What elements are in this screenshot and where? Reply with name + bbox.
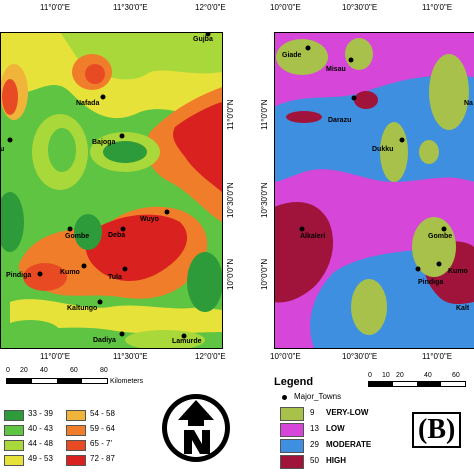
legend-label: 49 - 53 <box>28 454 53 463</box>
legend-label: 40 - 43 <box>28 424 53 433</box>
scale-tick: 80 <box>100 367 108 374</box>
town-label: Deba <box>108 232 126 239</box>
scale-tick: 20 <box>20 367 28 374</box>
right-map-panel: 10°0'0"E 10°30'0"E 11°0'0"E 11°0'0"N 10°… <box>260 0 474 474</box>
scale-tick: 0 <box>6 367 10 374</box>
left-map-panel: 11°0'0"E 11°30'0"E 12°0'0"E <box>0 3 235 466</box>
left-coord-bottom-2: 11°30'0"E <box>113 352 148 361</box>
legend-class: VERY-LOW <box>326 408 369 417</box>
scale-tick: 20 <box>396 372 404 379</box>
left-coord-right-2: 10°30'0"N <box>226 182 235 218</box>
town-label: Dadiya <box>93 337 116 344</box>
scale-tick: 60 <box>452 372 460 379</box>
right-coord-bottom-1: 10°0'0"E <box>270 352 301 361</box>
scale-tick: 60 <box>70 367 78 374</box>
town-label: Giade <box>282 52 302 59</box>
town-label: Misau <box>326 66 346 73</box>
right-coord-top-1: 10°0'0"E <box>270 3 301 12</box>
legend-label: 33 - 39 <box>28 409 53 418</box>
legend-swatch <box>66 440 86 451</box>
town-label: Kumo <box>448 268 468 275</box>
left-coord-top-2: 11°30'0"E <box>113 3 148 12</box>
town-label: Kaltungo <box>67 305 98 312</box>
town-label: Darazu <box>328 117 352 124</box>
town-label: Bajoga <box>92 139 116 146</box>
right-coord-bottom-3: 11°0'0"E <box>422 352 453 361</box>
legend-count: 13 <box>310 424 319 433</box>
right-coord-left-1: 11°0'0"N <box>260 99 269 130</box>
legend-label: 72 - 87 <box>90 454 115 463</box>
legend-swatch <box>4 440 24 451</box>
legend-count: 9 <box>310 408 315 417</box>
legend-class: HIGH <box>326 456 346 465</box>
legend-label: 59 - 64 <box>90 424 115 433</box>
town-label: Lamurde <box>172 338 202 345</box>
legend-class: LOW <box>326 424 345 433</box>
legend-class: MODERATE <box>326 440 372 449</box>
left-coord-top-3: 12°0'0"E <box>195 3 226 12</box>
town-label: Pindiga <box>418 279 444 286</box>
right-coord-bottom-2: 10°30'0"E <box>342 352 378 361</box>
left-map-frame <box>0 32 223 349</box>
right-class-map <box>274 32 474 348</box>
left-scale-bar <box>6 378 108 384</box>
town-label: Wuyo <box>140 216 159 223</box>
legend-label: 44 - 48 <box>28 439 53 448</box>
town-label: Dukku <box>372 146 394 153</box>
scale-tick: 10 <box>382 372 390 379</box>
scale-unit: Kilometers <box>110 378 144 385</box>
town-label: Gujba <box>193 36 213 43</box>
legend-swatch <box>4 425 24 436</box>
legend-swatch <box>4 410 24 421</box>
left-coord-bottom-1: 11°0'0"E <box>40 352 71 361</box>
right-coord-top-3: 11°0'0"E <box>422 3 453 12</box>
panel-tag: (B) <box>412 412 462 448</box>
town-label: Alkaleri <box>300 233 326 240</box>
legend-swatch <box>280 423 304 437</box>
left-coord-bottom-3: 12°0'0"E <box>195 352 226 361</box>
right-map-frame <box>274 32 474 349</box>
legend-swatch <box>66 410 86 421</box>
town-label: Gombe <box>428 233 453 240</box>
left-coord-top-1: 11°0'0"E <box>40 3 71 12</box>
legend-label: 65 - 7' <box>90 439 112 448</box>
left-heat-map <box>0 32 222 348</box>
scale-tick: 0 <box>368 372 372 379</box>
town-label: Na <box>464 100 473 107</box>
legend-swatch <box>66 425 86 436</box>
right-coord-left-2: 10°30'0"N <box>260 182 269 218</box>
major-towns-label: Major_Towns <box>294 392 342 401</box>
left-coord-right-1: 11°0'0"N <box>226 99 235 130</box>
town-label: Kalt <box>456 305 470 312</box>
legend-swatch <box>4 455 24 466</box>
town-label: Nafada <box>76 100 100 107</box>
legend-swatch <box>280 407 304 421</box>
left-coord-right-3: 10°0'0"N <box>226 258 235 290</box>
legend-title: Legend <box>274 376 314 388</box>
town-label: Kumo <box>60 269 80 276</box>
legend-count: 29 <box>310 440 319 449</box>
right-scale-bar <box>368 381 466 387</box>
scale-tick: 40 <box>40 367 48 374</box>
town-label: Tula <box>108 274 122 281</box>
scale-tick: 40 <box>424 372 432 379</box>
legend-label: 54 - 58 <box>90 409 115 418</box>
legend-swatch <box>66 455 86 466</box>
legend-count: 50 <box>310 456 319 465</box>
right-coord-top-2: 10°30'0"E <box>342 3 378 12</box>
legend-swatch <box>280 455 304 469</box>
right-coord-left-3: 10°0'0"N <box>260 258 269 290</box>
north-arrow-icon <box>162 394 230 462</box>
town-label: Pindiga <box>6 272 32 279</box>
major-towns-dot-icon <box>282 395 287 400</box>
town-label: u <box>0 146 5 153</box>
legend-swatch <box>280 439 304 453</box>
town-label: Gombe <box>65 233 90 240</box>
